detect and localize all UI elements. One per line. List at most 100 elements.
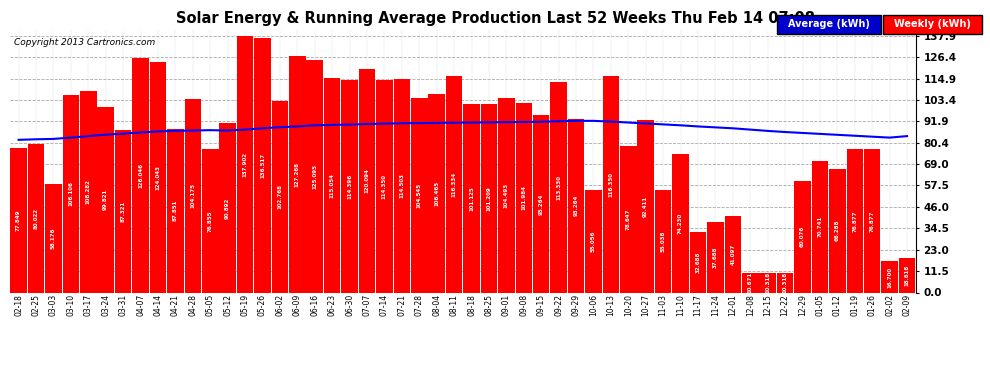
- Text: 76.877: 76.877: [852, 210, 857, 232]
- Bar: [742, 273, 758, 292]
- Text: 104.175: 104.175: [190, 183, 195, 208]
- Text: 95.264: 95.264: [539, 193, 544, 214]
- Bar: [149, 62, 166, 292]
- Text: 37.688: 37.688: [713, 247, 718, 268]
- Bar: [411, 98, 428, 292]
- Bar: [899, 258, 916, 292]
- Bar: [289, 56, 306, 292]
- Text: 55.056: 55.056: [591, 231, 596, 252]
- Bar: [829, 169, 845, 292]
- Bar: [167, 129, 184, 292]
- Bar: [237, 36, 253, 292]
- Text: 87.321: 87.321: [121, 201, 126, 222]
- Text: 10.318: 10.318: [765, 272, 770, 294]
- Bar: [481, 104, 497, 292]
- Text: 74.230: 74.230: [678, 213, 683, 234]
- Text: 136.517: 136.517: [260, 153, 265, 178]
- Text: 126.046: 126.046: [138, 163, 143, 188]
- Text: 137.902: 137.902: [243, 152, 248, 177]
- Text: 116.350: 116.350: [609, 172, 614, 197]
- Text: Weekly (kWh): Weekly (kWh): [894, 19, 971, 28]
- Text: 55.038: 55.038: [660, 231, 665, 252]
- Bar: [794, 181, 811, 292]
- Bar: [864, 149, 880, 292]
- Text: 76.855: 76.855: [208, 210, 213, 232]
- Text: 101.209: 101.209: [486, 186, 491, 211]
- Text: 104.545: 104.545: [417, 183, 422, 208]
- Bar: [568, 119, 584, 292]
- Bar: [707, 222, 724, 292]
- Text: 66.288: 66.288: [835, 220, 840, 242]
- Text: 87.851: 87.851: [173, 200, 178, 221]
- Bar: [690, 232, 706, 292]
- Text: 90.892: 90.892: [225, 197, 230, 219]
- Text: 77.849: 77.849: [16, 209, 21, 231]
- Bar: [638, 120, 654, 292]
- Bar: [358, 69, 375, 292]
- Bar: [603, 76, 619, 292]
- Text: 92.411: 92.411: [644, 196, 648, 217]
- Text: 16.700: 16.700: [887, 266, 892, 288]
- Text: 124.043: 124.043: [155, 165, 160, 189]
- Bar: [620, 146, 637, 292]
- Bar: [654, 190, 671, 292]
- Text: 10.318: 10.318: [783, 272, 788, 294]
- Bar: [324, 78, 341, 292]
- Bar: [342, 80, 357, 292]
- Bar: [463, 104, 480, 292]
- Text: 70.741: 70.741: [818, 216, 823, 237]
- Text: 108.282: 108.282: [86, 179, 91, 204]
- Text: 80.022: 80.022: [34, 207, 39, 228]
- Text: 114.350: 114.350: [382, 174, 387, 198]
- Text: 106.106: 106.106: [68, 181, 73, 206]
- Bar: [202, 149, 219, 292]
- Text: 58.176: 58.176: [50, 228, 56, 249]
- Bar: [28, 144, 45, 292]
- Bar: [376, 80, 393, 292]
- Bar: [184, 99, 201, 292]
- Bar: [446, 76, 462, 292]
- Text: 41.097: 41.097: [731, 244, 736, 265]
- Bar: [220, 123, 236, 292]
- Text: 93.264: 93.264: [573, 195, 578, 216]
- Bar: [498, 98, 515, 292]
- Bar: [307, 60, 323, 292]
- Bar: [115, 130, 132, 292]
- Text: 125.095: 125.095: [312, 164, 317, 189]
- Text: 115.054: 115.054: [330, 173, 335, 198]
- Bar: [516, 103, 532, 292]
- Bar: [550, 81, 567, 292]
- Text: 127.268: 127.268: [295, 162, 300, 186]
- Text: 18.618: 18.618: [905, 264, 910, 286]
- Bar: [881, 261, 898, 292]
- Bar: [10, 148, 27, 292]
- Bar: [533, 115, 549, 292]
- Text: 32.688: 32.688: [696, 251, 701, 273]
- Text: 114.396: 114.396: [347, 174, 352, 199]
- Text: 76.877: 76.877: [869, 210, 875, 232]
- Text: 113.330: 113.330: [556, 174, 561, 200]
- Bar: [759, 273, 776, 292]
- Text: 10.671: 10.671: [747, 272, 752, 293]
- Bar: [271, 101, 288, 292]
- Text: Average (kWh): Average (kWh): [788, 19, 869, 28]
- Text: 78.647: 78.647: [626, 209, 631, 230]
- Text: 114.503: 114.503: [399, 173, 404, 198]
- Text: 120.094: 120.094: [364, 168, 369, 193]
- Bar: [429, 94, 445, 292]
- Bar: [846, 149, 863, 292]
- Text: 99.821: 99.821: [103, 189, 108, 210]
- Bar: [62, 95, 79, 292]
- Bar: [46, 184, 61, 292]
- Text: 102.768: 102.768: [277, 184, 282, 209]
- Text: Copyright 2013 Cartronics.com: Copyright 2013 Cartronics.com: [15, 38, 155, 47]
- Text: 116.334: 116.334: [451, 172, 456, 197]
- Text: 101.125: 101.125: [469, 186, 474, 211]
- Text: 104.493: 104.493: [504, 183, 509, 208]
- Bar: [777, 273, 793, 292]
- Bar: [585, 190, 602, 292]
- Text: 106.465: 106.465: [435, 181, 440, 206]
- Bar: [394, 80, 410, 292]
- Bar: [97, 106, 114, 292]
- Text: Solar Energy & Running Average Production Last 52 Weeks Thu Feb 14 07:08: Solar Energy & Running Average Productio…: [175, 11, 815, 26]
